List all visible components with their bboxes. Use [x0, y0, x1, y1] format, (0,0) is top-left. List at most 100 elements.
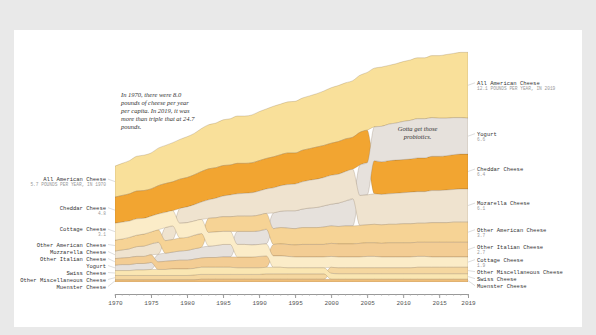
x-tick: 1990: [252, 294, 267, 307]
x-minor-tick: [223, 294, 224, 296]
right-labels: All American Cheese12.1 POUNDS PER YEAR,…: [468, 80, 563, 290]
label-leader: [108, 208, 115, 211]
x-tick-label: 1995: [288, 300, 303, 307]
series-label: Other Miscellaneous Cheese: [20, 277, 106, 284]
label-leader: [108, 272, 115, 274]
x-axis-line: [116, 295, 469, 299]
x-tick-label: 1990: [252, 300, 267, 307]
series-label: Muenster Cheese: [56, 284, 106, 291]
x-tick-mark: [367, 294, 368, 298]
label-leader: [468, 230, 475, 233]
x-minor-ticks: [115, 294, 468, 296]
x-tick-label: 1980: [180, 300, 195, 307]
chart-root: 1970197519801985199019952000200520102015…: [0, 0, 596, 335]
label-leader: [468, 277, 475, 279]
x-minor-tick: [417, 294, 418, 296]
x-tick: 1975: [144, 294, 159, 307]
value-label: 6.1: [477, 206, 485, 211]
label-leader: [108, 229, 115, 232]
x-tick: 2000: [324, 294, 339, 307]
x-minor-tick: [453, 294, 454, 296]
label-leader: [468, 271, 475, 272]
area-band: [115, 118, 468, 271]
left-labels: All American Cheese5.7 POUNDS PER YEAR, …: [20, 176, 115, 290]
x-minor-tick: [331, 294, 332, 296]
x-minor-tick: [151, 294, 152, 296]
x-tick-label: 2019: [461, 300, 476, 307]
label-leader: [468, 260, 475, 263]
x-minor-tick: [201, 294, 202, 296]
x-minor-tick: [244, 294, 245, 296]
label-leader: [108, 252, 115, 255]
x-minor-tick: [302, 294, 303, 296]
x-tick-mark: [259, 294, 260, 298]
series-label: Mozzarella Cheese: [50, 249, 106, 256]
x-minor-tick: [129, 294, 130, 296]
x-minor-tick: [359, 294, 360, 296]
x-minor-tick: [230, 294, 231, 296]
x-minor-tick: [143, 294, 144, 296]
annotation-line: Gotta get those: [398, 125, 438, 132]
value-label: 1.9: [477, 263, 485, 268]
label-leader: [108, 278, 115, 280]
x-minor-tick: [187, 294, 188, 296]
x-minor-tick: [165, 294, 166, 296]
series-label: Other American Cheese: [477, 227, 546, 234]
label-leader: [468, 134, 475, 137]
x-minor-tick: [374, 294, 375, 296]
x-minor-tick: [446, 294, 447, 296]
area-band: [115, 267, 468, 279]
series-label: Swiss Cheese: [66, 270, 106, 277]
x-tick-mark: [331, 294, 332, 298]
x-minor-tick: [468, 294, 469, 296]
annotation: Gotta get thoseprobiotics.: [398, 125, 438, 140]
x-tick: 2005: [360, 294, 375, 307]
x-minor-tick: [194, 294, 195, 296]
label-leader: [108, 245, 115, 246]
x-minor-tick: [266, 294, 267, 296]
value-label: 12.1 POUNDS PER YEAR, IN 2019: [477, 86, 556, 91]
annotation-line: pounds.: [120, 123, 142, 130]
x-tick-label: 2000: [324, 300, 339, 307]
annotation-line: pounds of cheese per year: [120, 99, 189, 106]
x-tick-mark: [151, 294, 152, 298]
x-minor-tick: [251, 294, 252, 296]
x-tick: 1995: [288, 294, 303, 307]
x-tick-label: 1970: [108, 300, 123, 307]
x-minor-tick: [403, 294, 404, 296]
x-minor-tick: [388, 294, 389, 296]
annotation-line: In 1970, there were 8.0: [120, 91, 182, 98]
x-minor-tick: [367, 294, 368, 296]
label-leader: [108, 281, 115, 287]
x-minor-tick: [338, 294, 339, 296]
x-minor-tick: [316, 294, 317, 296]
x-minor-tick: [172, 294, 173, 296]
annotation-line: per capita. In 2019, it was: [120, 107, 190, 114]
series-label: Other American Cheese: [37, 242, 106, 249]
area-band: [115, 211, 468, 268]
x-tick-mark: [295, 294, 296, 298]
plot-areas: [115, 52, 468, 282]
x-minor-tick: [136, 294, 137, 296]
label-leader: [468, 247, 475, 250]
label-leader: [108, 259, 115, 262]
x-minor-tick: [323, 294, 324, 296]
chart-svg: 1970197519801985199019952000200520102015…: [0, 0, 596, 335]
x-minor-tick: [424, 294, 425, 296]
label-leader: [468, 83, 475, 86]
x-minor-tick: [345, 294, 346, 296]
label-leader: [468, 169, 475, 172]
card: [14, 30, 582, 327]
x-minor-tick: [352, 294, 353, 296]
x-tick-label: 1975: [144, 300, 159, 307]
value-label: 3.1: [98, 232, 106, 237]
x-tick-mark: [187, 294, 188, 298]
x-tick: 2010: [396, 294, 411, 307]
x-tick-mark: [468, 294, 469, 298]
series-label: Other Italian Cheese: [477, 244, 543, 251]
series-label: Other Miscellaneous Cheese: [477, 269, 563, 276]
x-tick-mark: [115, 294, 116, 298]
series-label: Other Italian Cheese: [40, 256, 106, 263]
annotation: In 1970, there were 8.0pounds of cheese …: [120, 91, 195, 130]
x-tick: 1980: [180, 294, 195, 307]
